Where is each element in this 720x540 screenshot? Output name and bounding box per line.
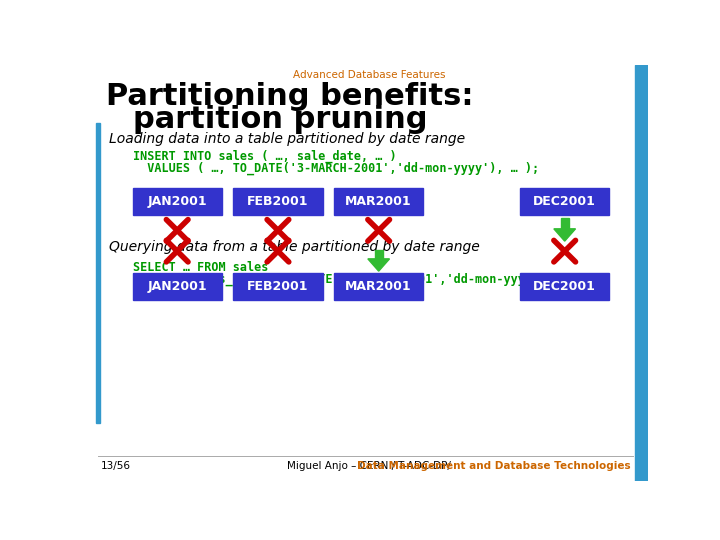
Text: Advanced Database Features: Advanced Database Features [293, 70, 445, 80]
Bar [635, 65, 648, 481]
Text: DEC2001: DEC2001 [534, 195, 596, 208]
Text: INSERT INTO sales ( …, sale_date, … ): INSERT INTO sales ( …, sale_date, … ) [132, 150, 396, 163]
Text: WHERE sales_date = TO_DATE ('14-DEC-2001','dd-mon-yyyy');: WHERE sales_date = TO_DATE ('14-DEC-2001… [132, 273, 553, 286]
Text: Data Management and Database Technologies: Data Management and Database Technologie… [357, 461, 631, 470]
Bar [132, 188, 222, 215]
Text: SELECT … FROM sales: SELECT … FROM sales [132, 261, 268, 274]
Text: FEB2001: FEB2001 [247, 195, 309, 208]
Bar [233, 273, 323, 300]
Text: VALUES ( …, TO_DATE('3-MARCH-2001','dd-mon-yyyy'), … );: VALUES ( …, TO_DATE('3-MARCH-2001','dd-m… [132, 162, 539, 175]
Bar [520, 273, 609, 300]
Bar [520, 188, 609, 215]
Text: Partitioning benefits:: Partitioning benefits: [106, 82, 473, 111]
Polygon shape [554, 229, 575, 241]
Bar [132, 273, 222, 300]
Text: FEB2001: FEB2001 [247, 280, 309, 293]
Polygon shape [368, 259, 390, 271]
Text: MAR2001: MAR2001 [346, 280, 412, 293]
Text: MAR2001: MAR2001 [346, 195, 412, 208]
Bar [334, 273, 423, 300]
Text: Loading data into a table partitioned by date range: Loading data into a table partitioned by… [109, 132, 466, 146]
Bar [375, 249, 382, 259]
Text: JAN2001: JAN2001 [148, 280, 207, 293]
Bar [561, 218, 569, 229]
Bar [96, 123, 100, 423]
Text: Miguel Anjo – CERN /IT-ADC-DP/: Miguel Anjo – CERN /IT-ADC-DP/ [287, 461, 451, 470]
Text: partition pruning: partition pruning [132, 105, 427, 134]
Bar [233, 188, 323, 215]
Bar [334, 188, 423, 215]
Text: DEC2001: DEC2001 [534, 280, 596, 293]
Text: 13/56: 13/56 [101, 461, 131, 470]
Text: JAN2001: JAN2001 [148, 195, 207, 208]
Text: Querying data from a table partitioned by date range: Querying data from a table partitioned b… [109, 240, 480, 254]
